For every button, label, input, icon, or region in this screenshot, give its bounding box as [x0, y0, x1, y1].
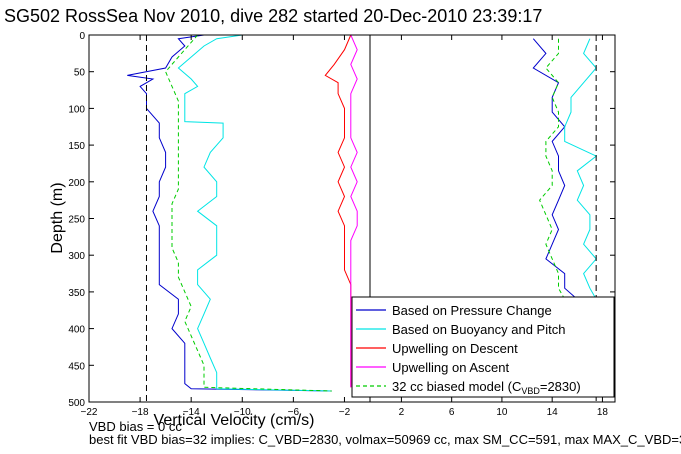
x-tick-label-left-0: −22 [81, 407, 98, 418]
series-line-4-descent [165, 34, 332, 392]
y-tick-label-4: 200 [68, 178, 85, 189]
y-axis-label: Depth (m) [49, 182, 66, 253]
legend: Based on Pressure Change Based on Buoyanc… [351, 296, 615, 398]
series-line-1-ascent [564, 38, 598, 300]
legend-label-2: Upwelling on Descent [392, 341, 518, 356]
x-axis-ticks-left: −22 −18 −14 −10 −6 −2 [81, 35, 351, 418]
y-tick-label-1: 50 [74, 68, 86, 79]
x-tick-label-left-5: −2 [339, 407, 351, 418]
vbd-bias-note: VBD bias = 0 cc [89, 419, 182, 434]
legend-label-3: Upwelling on Ascent [392, 360, 509, 375]
series-group-left [127, 34, 358, 392]
x-tick-label-right-0: 2 [399, 407, 405, 418]
legend-entries: Based on Pressure Change Based on Buoyanc… [356, 303, 581, 396]
y-tick-label-3: 150 [68, 141, 85, 152]
y-tick-label-8: 400 [68, 325, 85, 336]
series-line-1-descent [177, 34, 332, 392]
series-line-0-descent [127, 34, 332, 392]
x-axis-ticks-right: 2 6 10 14 18 [399, 35, 609, 418]
x-tick-label-left-1: −18 [132, 407, 149, 418]
legend-box [351, 296, 615, 398]
series-line-2 [324, 34, 352, 388]
y-tick-label-9: 450 [68, 361, 85, 372]
y-tick-label-7: 350 [68, 288, 85, 299]
y-tick-label-2: 100 [68, 104, 85, 115]
legend-label-4: 32 cc biased model (CVBD=2830) [392, 379, 581, 396]
y-axis-ticks: 0 50 100 150 200 250 300 350 400 450 500 [68, 31, 615, 409]
x-tick-label-right-4: 18 [597, 407, 609, 418]
y-tick-label-10: 500 [68, 398, 85, 409]
x-tick-label-right-2: 10 [496, 407, 508, 418]
x-tick-label-right-1: 6 [449, 407, 455, 418]
best-fit-note: best fit VBD bias=32 implies: C_VBD=2830… [89, 432, 681, 447]
left-axes-box [88, 34, 371, 403]
legend-label-1: Based on Buoyancy and Pitch [392, 322, 565, 337]
series-line-4-ascent [539, 38, 566, 300]
x-tick-label-left-2: −14 [183, 407, 200, 418]
y-tick-label-6: 300 [68, 251, 85, 262]
series-group-right [532, 38, 598, 300]
series-line-0-ascent [532, 38, 578, 300]
x-axis-label: Vertical Velocity (cm/s) [154, 412, 315, 429]
y-tick-label-0: 0 [79, 31, 85, 42]
x-tick-label-right-3: 14 [547, 407, 559, 418]
legend-label-0: Based on Pressure Change [392, 303, 552, 318]
x-tick-label-left-4: −6 [288, 407, 300, 418]
chart-title: SG502 RossSea Nov 2010, dive 282 started… [4, 6, 542, 26]
series-line-3 [350, 34, 358, 388]
y-tick-label-5: 250 [68, 215, 85, 226]
x-tick-label-left-3: −10 [234, 407, 251, 418]
